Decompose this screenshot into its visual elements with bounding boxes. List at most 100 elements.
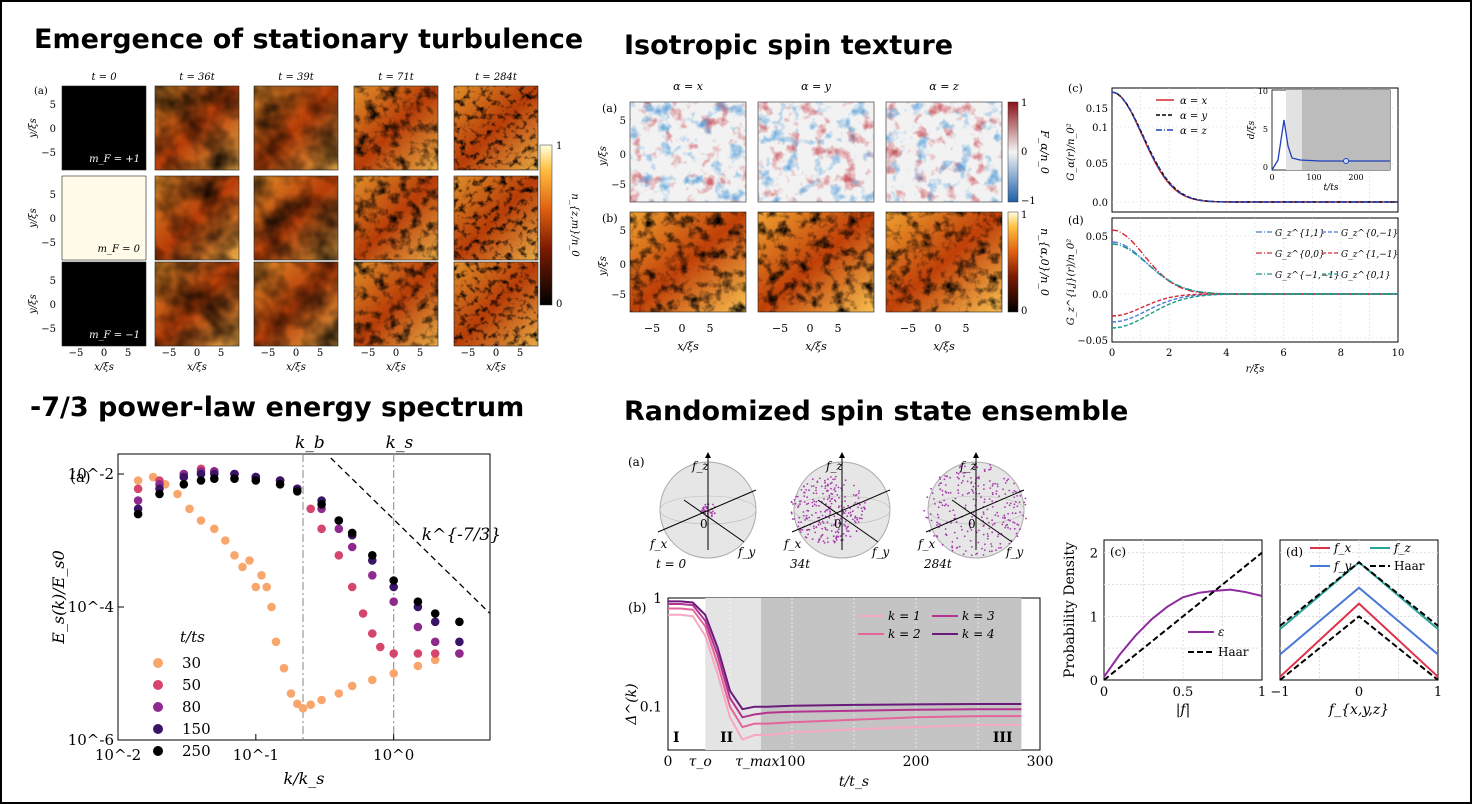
- spin-ylabel-1: y/ξs: [598, 256, 609, 277]
- sphere-point-2-216: [1016, 505, 1019, 508]
- sphere-point-2-17: [955, 471, 958, 474]
- sphere-point-2-195: [957, 472, 960, 475]
- corr-c-ylabel: G_α(r)/n_0²: [1066, 123, 1077, 181]
- sphere-point-2-192: [934, 503, 936, 505]
- spin-b-border-1: [757, 211, 875, 313]
- spin-b-border-0: [629, 211, 747, 313]
- spin-col-label-1: α = y: [801, 80, 832, 93]
- turb-ytick-c-1: −5: [41, 238, 56, 249]
- spec-point-2-13: [389, 597, 399, 606]
- sphere-point-2-9: [1009, 528, 1012, 530]
- spec-point-1-15: [376, 642, 385, 652]
- sphere-point-2-130: [978, 492, 981, 495]
- corr-c-line-z: [1111, 91, 1398, 203]
- sphere-axis-y-0: [683, 499, 745, 543]
- spin-xtick-b-0: 0: [679, 322, 686, 335]
- sphere-point-2-8: [986, 537, 989, 540]
- spec-point-0-1: [148, 472, 158, 482]
- sphere-point-1-194: [836, 530, 839, 533]
- spec-point-1-17: [413, 649, 423, 658]
- spec-point-4-10: [334, 516, 344, 525]
- sphere-point-1-58: [829, 500, 832, 503]
- sphere-point-2-203: [941, 504, 944, 507]
- sphere-point-2-184: [956, 537, 959, 539]
- delta-region-2: [705, 598, 761, 750]
- sphere-label-fz-0: f_z: [691, 459, 709, 473]
- sphere-point-2-27: [1024, 497, 1027, 500]
- sphere-point-1-90: [797, 525, 800, 528]
- spin-xtick-a-2: −5: [900, 322, 916, 335]
- sphere-point-2-49: [988, 480, 991, 482]
- spin-row-label-0: (a): [602, 102, 617, 115]
- sphere-point-1-56: [803, 491, 805, 494]
- sphere-point-2-78: [944, 484, 947, 486]
- sphere-label-origin-1: 0: [834, 517, 842, 531]
- prob-d-line-0: [1279, 602, 1439, 678]
- sphere-point-1-253: [827, 489, 829, 492]
- turb-tile-texture-3-1: [354, 176, 438, 260]
- spec-point-0-21: [317, 695, 326, 705]
- sphere-point-2-28: [940, 501, 942, 504]
- sphere-point-2-210: [956, 476, 959, 479]
- sphere-point-1-82: [820, 485, 823, 488]
- prob-c-legend-0: ε: [1218, 625, 1224, 639]
- sphere-point-2-6: [930, 487, 932, 490]
- sphere-point-2-149: [962, 480, 964, 482]
- sphere-point-1-210: [819, 523, 822, 525]
- sphere-point-2-164: [1012, 521, 1015, 523]
- turb-ytick-c-0: −5: [41, 148, 56, 159]
- delta-region-label-1: I: [673, 730, 680, 746]
- sphere-point-2-156: [981, 547, 983, 550]
- sphere-point-1-143: [847, 530, 850, 533]
- spin-a-blue-1: [758, 102, 874, 202]
- spec-xtick-1: 10^-1: [233, 746, 279, 764]
- sphere-point-2-136: [1013, 506, 1015, 509]
- sphere-point-1-11: [829, 482, 832, 485]
- sphere-point-2-236: [1017, 524, 1020, 526]
- spec-point-2-10: [334, 524, 344, 534]
- spec-legend-marker-3: [153, 724, 163, 734]
- sphere-point-1-197: [835, 521, 837, 524]
- sphere-point-2-65: [1015, 532, 1018, 535]
- spin-xtick-c-2: 5: [963, 322, 970, 335]
- spin-ytick-a-1: 5: [620, 226, 626, 237]
- sphere-point-1-252: [818, 521, 821, 524]
- corr-d-xtick-3: 6: [1280, 348, 1286, 359]
- sphere-point-2-187: [951, 545, 953, 548]
- corr-c-ytick-1: 0.1: [1092, 123, 1108, 134]
- spin-b-texture-0: [630, 212, 746, 312]
- spec-point-0-12: [257, 571, 266, 580]
- spin-col-label-2: α = z: [929, 80, 959, 93]
- sphere-point-2-152: [1024, 503, 1027, 506]
- sphere-point-2-123: [958, 545, 961, 548]
- sphere-point-1-76: [825, 503, 827, 505]
- spec-point-0-26: [413, 661, 423, 671]
- spec-point-0-23: [347, 681, 357, 691]
- probability-charts: (c) 0 1 2 0 0.5 1 |f| Probability Density ε Haar (d…: [1062, 539, 1442, 718]
- prob-d-line-extra-3: [1279, 561, 1439, 627]
- sphere-point-1-240: [805, 514, 808, 517]
- sphere-point-2-146: [970, 488, 973, 491]
- sphere-point-2-5: [953, 514, 956, 517]
- turb-xlabel-2: x/ξs: [286, 362, 306, 373]
- delta-region-label-2: II: [720, 730, 733, 746]
- sphere-point-2-96: [933, 498, 935, 500]
- sphere-point-1-137: [821, 533, 824, 536]
- sphere-point-2-37: [970, 529, 973, 531]
- sphere-point-1-109: [822, 522, 825, 524]
- sphere-point-2-168: [1013, 490, 1016, 492]
- prob-c-ytick-0: 0: [1090, 674, 1098, 689]
- sphere-point-1-174: [815, 526, 818, 529]
- sphere-point-2-111: [972, 492, 975, 494]
- sphere-point-1-202: [834, 487, 836, 489]
- sphere-point-2-112: [939, 488, 942, 491]
- corr-c-ytick-2: 0.05: [1086, 159, 1108, 170]
- turb-xtick-a-0: −5: [69, 348, 84, 359]
- sphere-axis-x-2: [925, 489, 1025, 533]
- turb-tile-border-3-1: [353, 175, 439, 261]
- spin-cbar-b-label: n_{α,0}/n_0: [1038, 228, 1051, 296]
- corr-d-legend-4: G_z^{−1,−1}: [1275, 271, 1340, 281]
- sphere-point-1-8: [808, 516, 811, 519]
- sphere-point-2-189: [983, 488, 985, 490]
- sphere-point-1-97: [818, 505, 820, 507]
